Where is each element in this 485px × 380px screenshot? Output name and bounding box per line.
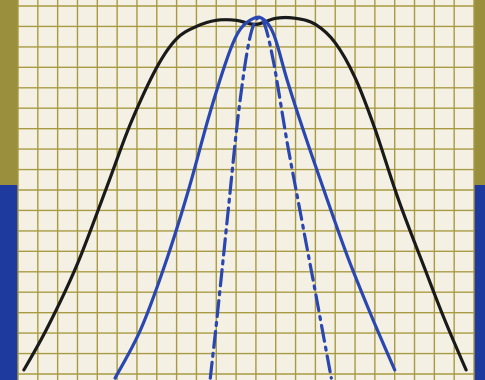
blue-frame-left bbox=[0, 185, 18, 380]
narrow-blue-dash-dot-curve bbox=[208, 15, 333, 380]
chart-series bbox=[22, 15, 468, 380]
blue-frame-right bbox=[474, 185, 485, 380]
medium-blue-curve bbox=[113, 15, 397, 380]
wide-black-curve bbox=[22, 15, 468, 372]
grid-lines bbox=[17, 0, 475, 380]
